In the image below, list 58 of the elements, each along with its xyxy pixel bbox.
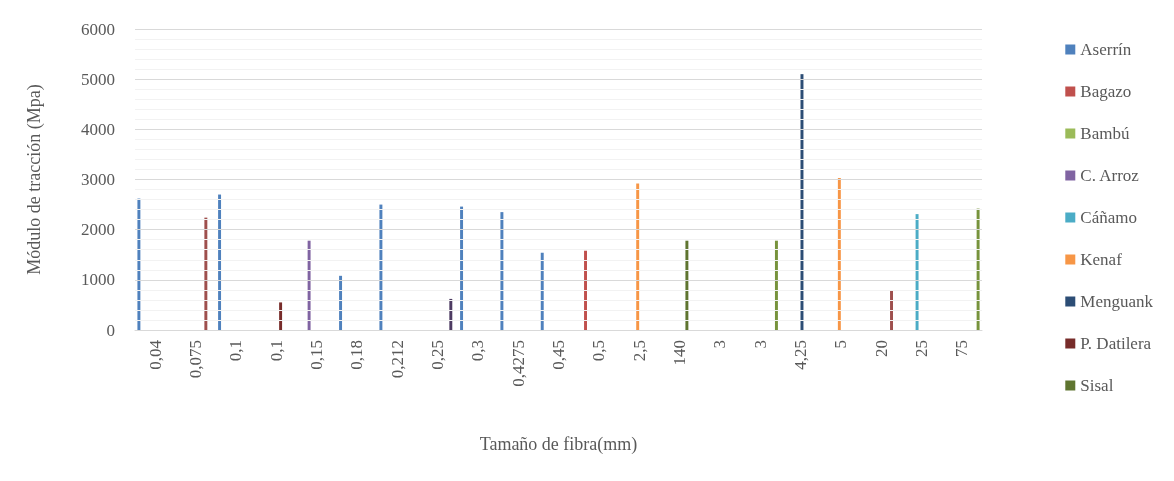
legend-label: Cáñamo [1080,208,1137,227]
legend-label: Aserrín [1080,40,1132,59]
y-tick-label: 3000 [81,170,115,189]
x-tick-label: 140 [670,340,689,366]
bar [218,194,222,330]
bar [307,240,311,330]
y-tick-label: 2000 [81,220,115,240]
legend-label: P. Datilera [1080,334,1152,353]
bar [339,275,343,330]
bar [204,217,208,330]
y-tick-label: 0 [106,320,115,340]
x-tick-label: 0,1 [266,340,286,362]
bar [137,198,141,330]
x-tick-label: 3 [750,340,770,349]
x-tick-label: 0,04 [145,339,165,370]
y-tick-label: 5000 [81,69,115,89]
x-tick-label: 2,5 [629,340,649,362]
legend-label: Kenaf [1080,250,1123,269]
x-tick-label: 75 [952,340,972,357]
x-tick-label: 4,25 [791,340,810,370]
x-axis-title: Tamaño de fibra(mm) [479,434,638,455]
bar [279,302,283,330]
legend-label: Bagazo [1080,82,1132,101]
legend-label: Bambú [1080,124,1130,143]
x-tick-label: 0,45 [549,340,568,370]
bar [915,214,919,330]
x-tick-label: 0,3 [468,340,488,362]
bar [976,208,980,330]
x-tick-label: 0,25 [428,340,447,370]
y-tick-label: 6000 [81,19,115,39]
bar [540,252,544,330]
bar [636,183,640,330]
legend-label: C. Arroz [1080,166,1140,185]
x-tick-label: 25 [912,340,931,357]
legend-label: Menguank [1080,292,1154,311]
y-axis-title: Módulo de tracción (Mpa) [24,84,45,275]
bar [774,240,778,330]
y-tick-label: 1000 [81,270,115,290]
y-tick-label: 4000 [81,119,115,139]
x-tick-label: 3 [710,340,730,349]
x-tick-label: 0,212 [387,340,407,379]
bar [837,178,841,330]
x-tick-label: 0,15 [307,340,326,370]
x-tick-label: 0,18 [347,340,367,370]
legend-label: Sisal [1080,376,1114,395]
x-tick-label: 5 [831,340,851,349]
x-tick-label: 0,4275 [508,340,528,387]
bar [890,290,893,330]
x-tick-label: 20 [871,340,891,357]
bar [500,212,504,330]
bar [685,240,689,330]
x-tick-label: 0,075 [186,340,205,379]
bar [379,204,383,330]
bar [449,298,453,330]
bar [584,250,587,330]
x-tick-label: 0,1 [226,340,246,362]
bar [460,206,464,330]
x-tick-label: 0,5 [589,340,609,362]
